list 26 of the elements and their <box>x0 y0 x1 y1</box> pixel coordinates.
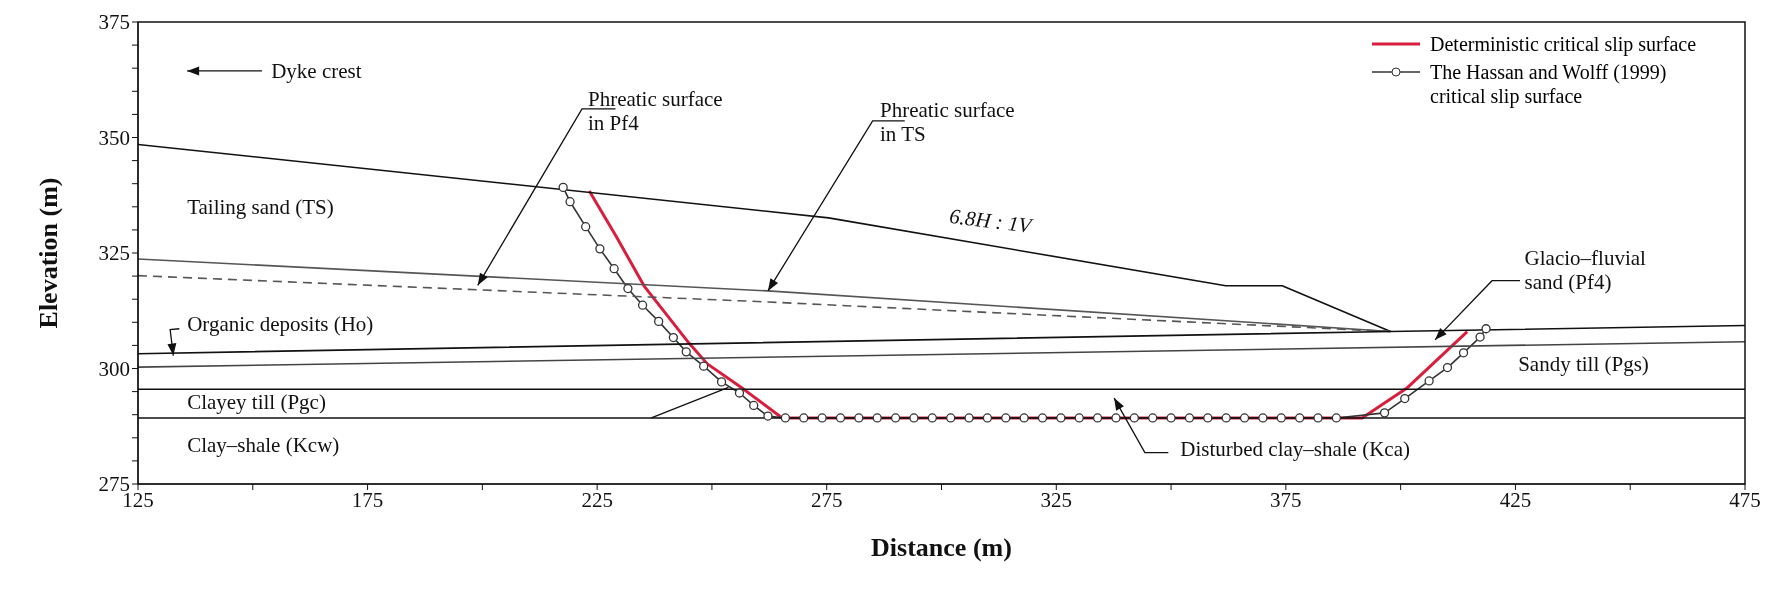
y-tick-label: 350 <box>98 125 130 150</box>
annotation: Glacio–fluvial sand (Pf4) <box>1524 246 1647 295</box>
x-tick-label: 275 <box>810 487 843 512</box>
x-tick-label: 425 <box>1499 487 1532 512</box>
annotation: Tailing sand (TS) <box>187 195 335 220</box>
y-tick-label: 300 <box>98 356 130 381</box>
x-tick-label: 475 <box>1729 487 1761 512</box>
x-tick-label: 325 <box>1040 487 1073 512</box>
annotation: Clayey till (Pgc) <box>187 390 327 415</box>
annotation: Phreatic surface in TS <box>879 97 1016 146</box>
annotation: Disturbed clay–shale (Kca) <box>1180 436 1411 461</box>
x-axis-title: Distance (m) <box>871 533 1012 562</box>
x-tick-label: 375 <box>1270 487 1302 512</box>
y-tick-label: 325 <box>98 241 130 266</box>
y-tick-label: 375 <box>98 10 130 35</box>
annotation: Sandy till (Pgs) <box>1518 351 1650 376</box>
legend-label: Deterministic critical slip surface <box>1430 32 1697 56</box>
x-tick-label: 225 <box>581 487 613 512</box>
annotation: 6.8H : 1V <box>947 204 1035 241</box>
y-axis-title: Elevation (m) <box>34 177 64 329</box>
legend-label: The Hassan and Wolff (1999) critical slip surface <box>1430 60 1668 108</box>
annotation: Organic deposits (Ho) <box>187 312 375 337</box>
annotation: Dyke crest <box>271 58 363 83</box>
annotation: Phreatic surface in Pf4 <box>587 86 724 135</box>
annotation: Clay–shale (Kcw) <box>187 433 341 458</box>
x-tick-label: 175 <box>351 487 384 512</box>
